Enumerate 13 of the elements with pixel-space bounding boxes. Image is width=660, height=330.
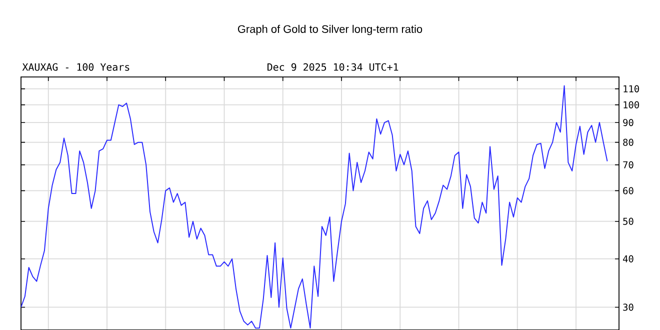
y-tick-label: 110 [624, 85, 639, 92]
chart-title: Graph of Gold to Silver long-term ratio [238, 24, 422, 36]
y-tick-label: 40 [622, 255, 634, 262]
y-tick-label: 60 [623, 187, 634, 194]
y-tick-label: 90 [623, 118, 634, 126]
text: XAUXAG - 100 Years [22, 63, 130, 71]
y-tick-label: 30 [623, 304, 634, 311]
y-tick-label: 100 [624, 101, 639, 108]
text: Dec 9 2025 10:34 UTC+1 [268, 63, 398, 71]
line-series [21, 85, 608, 329]
y-tick-label: 50 [623, 218, 634, 225]
y-tick-label: 70 [623, 161, 634, 168]
y-tick-label: 80 [623, 138, 634, 146]
